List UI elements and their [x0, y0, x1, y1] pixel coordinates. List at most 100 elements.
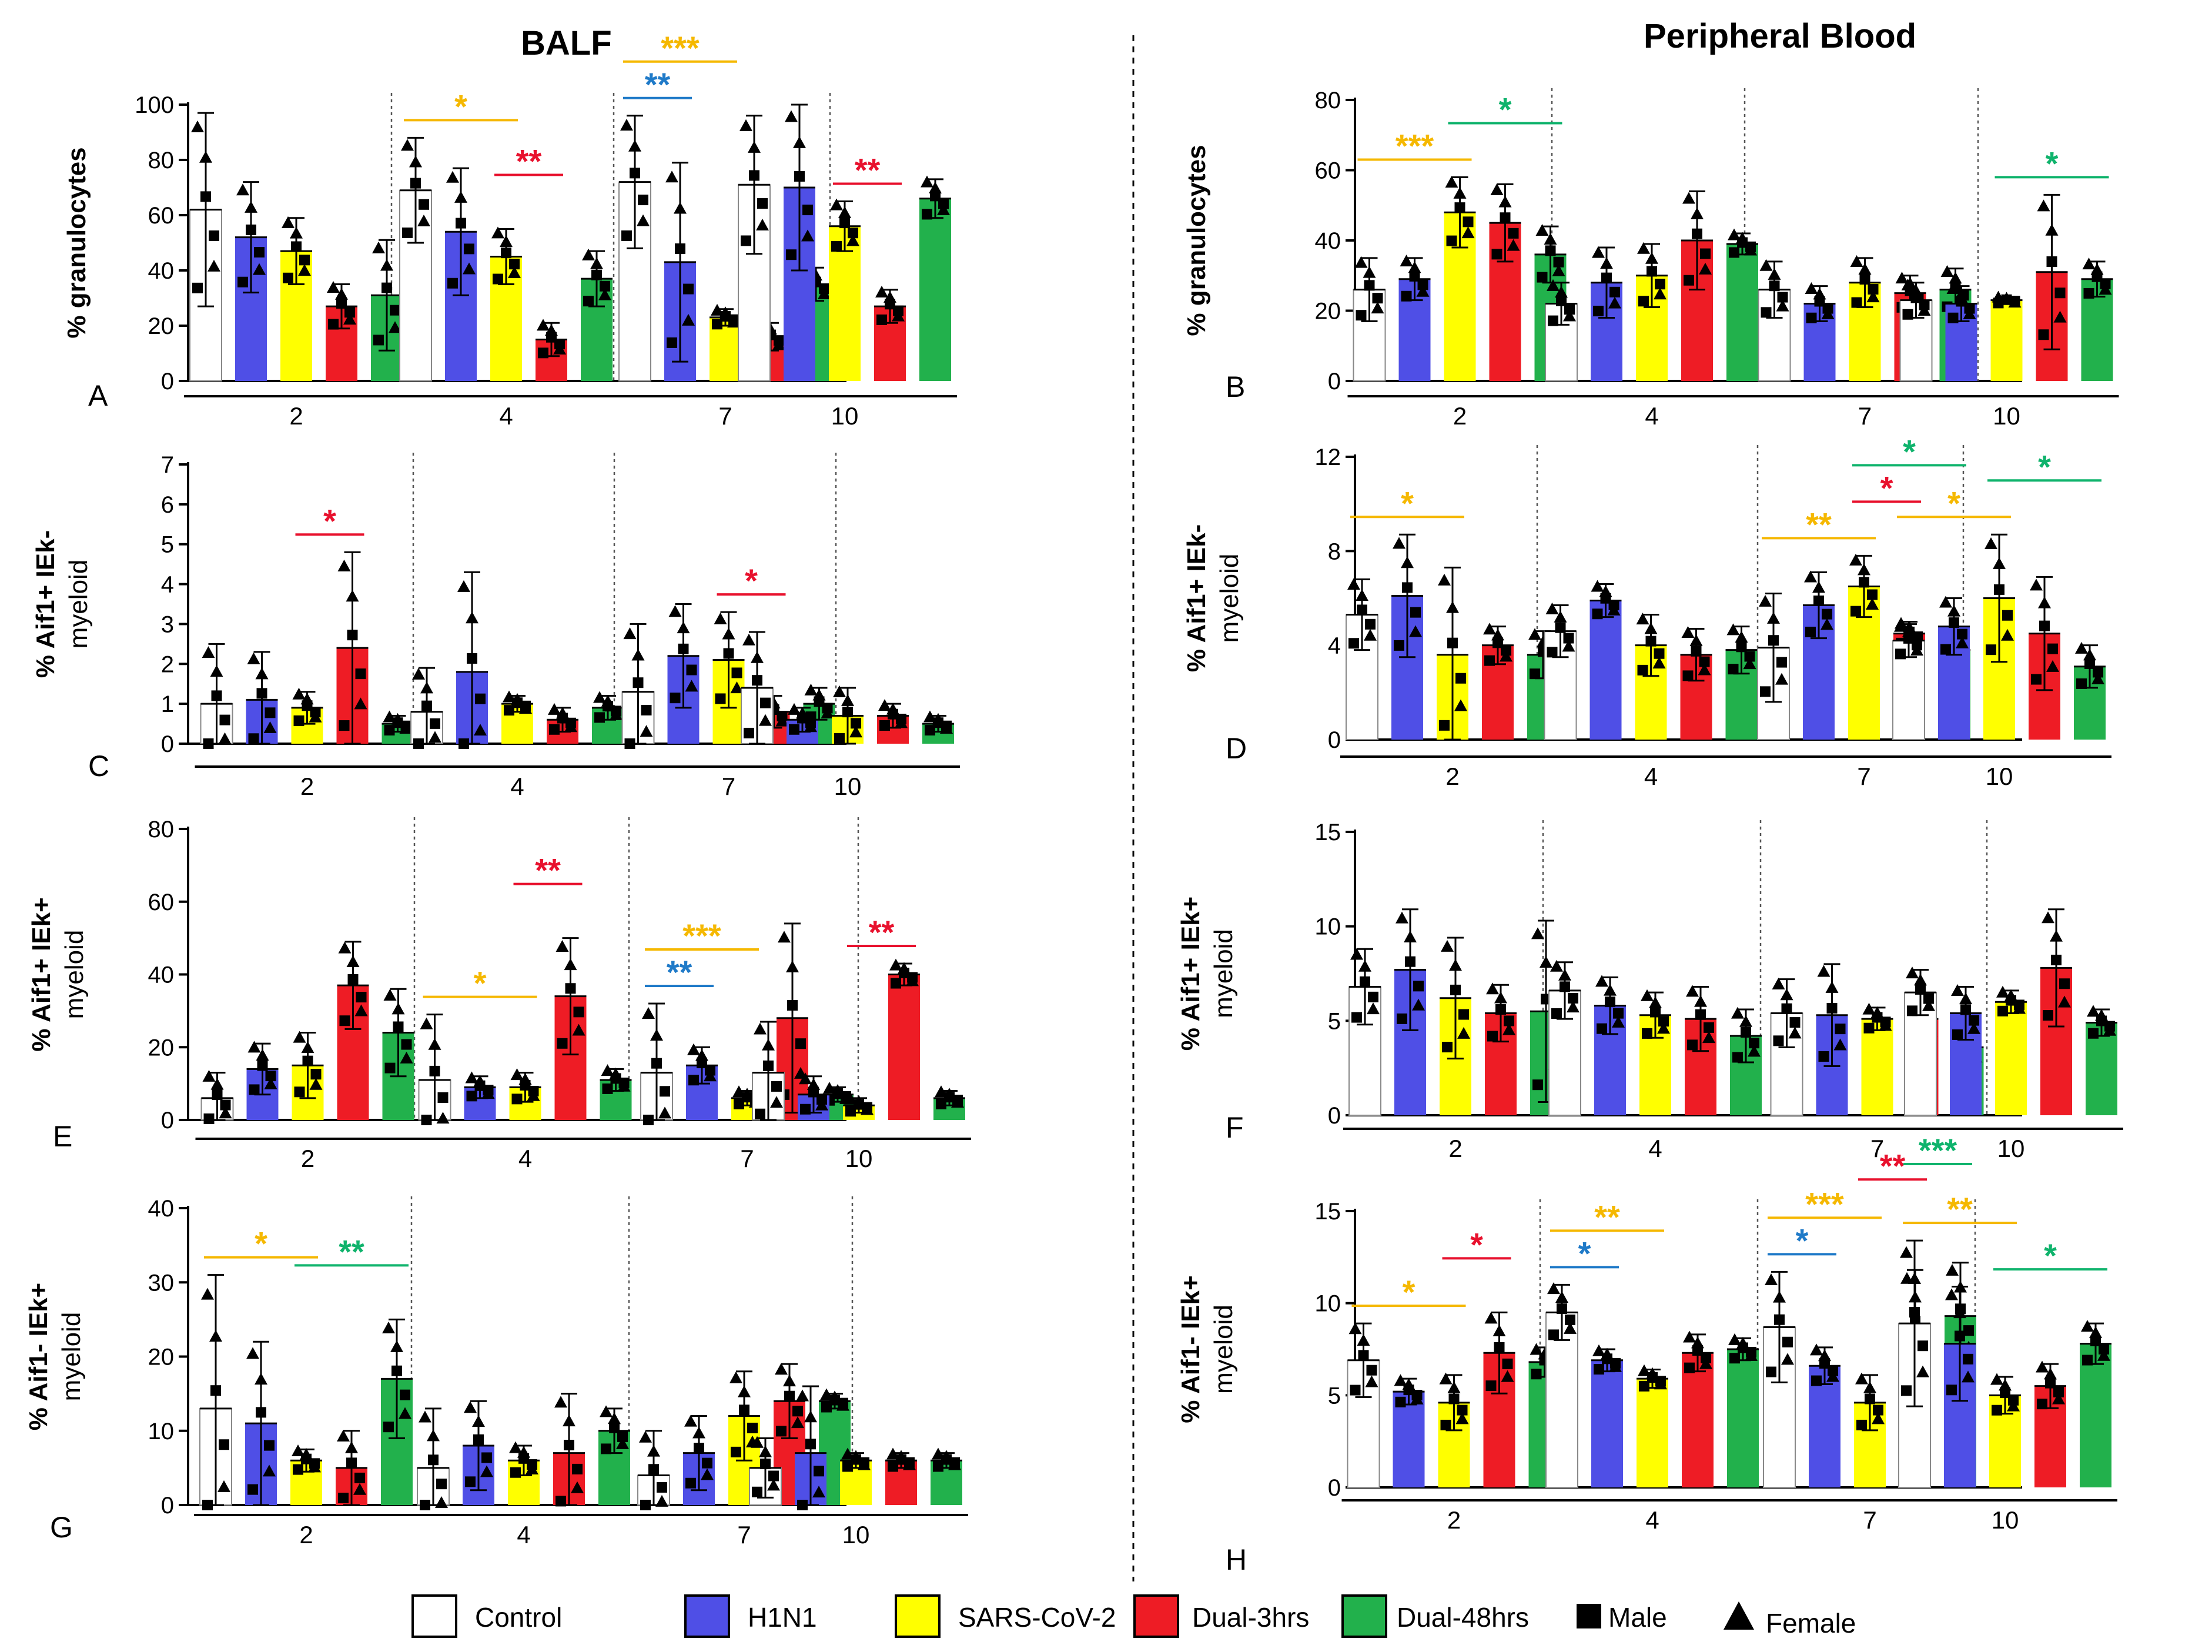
point-female-e — [264, 1077, 277, 1089]
significance-stars-e: * — [474, 965, 487, 1002]
point-male-h — [1548, 1329, 1559, 1340]
point-female-d — [2083, 648, 2096, 661]
point-male-d — [1357, 604, 1367, 616]
point-female-g — [554, 1396, 567, 1408]
point-male-a — [283, 272, 293, 283]
point-female-h — [1699, 1357, 1712, 1369]
point-male-c — [211, 690, 222, 701]
day-label-d: 4 — [1644, 763, 1658, 790]
point-male-c — [933, 717, 943, 728]
bar-f-sars-cov-2-day7 — [1861, 1019, 1893, 1115]
point-male-d — [1484, 655, 1495, 666]
point-male-d — [1439, 720, 1450, 731]
point-female-d — [1985, 537, 1997, 549]
point-female-h — [1683, 1330, 1696, 1343]
point-female-f — [1951, 984, 1964, 996]
point-male-a — [336, 298, 347, 309]
bar-f-sars-cov-2-day10 — [1995, 1002, 2027, 1115]
point-female-a — [921, 175, 933, 188]
point-female-f — [1641, 989, 1654, 1001]
y-tick-label-f: 10 — [1315, 914, 1341, 940]
point-male-h — [1738, 1342, 1748, 1353]
point-female-h — [1455, 1412, 1469, 1424]
point-female-a — [236, 183, 249, 196]
point-male-b — [1601, 272, 1612, 283]
point-male-g — [739, 1404, 749, 1416]
point-female-g — [903, 1458, 916, 1470]
point-male-e — [734, 1098, 744, 1109]
point-female-g — [201, 1288, 214, 1300]
point-male-g — [202, 1500, 213, 1510]
point-male-g — [481, 1452, 492, 1463]
point-male-h — [1819, 1357, 1830, 1369]
point-female-f — [1396, 911, 1408, 924]
point-female-a — [463, 262, 476, 275]
point-male-e — [520, 1079, 531, 1091]
point-male-d — [1555, 622, 1566, 633]
point-female-c — [255, 667, 269, 680]
point-female-e — [555, 939, 569, 952]
point-male-c — [670, 693, 681, 704]
point-male-b — [1806, 312, 1817, 323]
point-female-d — [1821, 618, 1833, 630]
point-female-a — [590, 257, 603, 269]
point-male-d — [1365, 618, 1376, 630]
point-male-b — [1593, 306, 1604, 317]
point-female-b — [1555, 286, 1568, 298]
point-female-e — [572, 1024, 585, 1036]
point-male-f — [1781, 1003, 1792, 1014]
point-female-a — [409, 155, 422, 168]
significance-stars-d: ** — [1806, 506, 1832, 543]
point-male-c — [467, 653, 477, 664]
point-female-f — [2087, 1005, 2100, 1017]
point-male-g — [694, 1443, 704, 1454]
point-male-f — [1773, 1035, 1784, 1046]
significance-stars-b: * — [2046, 145, 2059, 182]
point-male-c — [293, 715, 304, 726]
point-male-a — [848, 228, 858, 239]
point-female-g — [246, 1347, 259, 1359]
point-male-a — [447, 277, 458, 289]
point-male-g — [797, 1500, 808, 1510]
point-female-f — [1367, 1002, 1380, 1015]
day-label-b: 2 — [1453, 402, 1467, 430]
point-female-b — [1949, 272, 1962, 284]
day-label-d: 10 — [1986, 763, 2013, 790]
point-male-h — [1684, 1362, 1695, 1373]
point-female-f — [1350, 948, 1363, 960]
point-female-h — [1953, 1306, 1966, 1319]
point-female-e — [778, 931, 791, 943]
y-tick-label-b: 40 — [1315, 228, 1341, 254]
point-male-e — [437, 1092, 449, 1103]
point-female-g — [639, 1430, 652, 1443]
point-female-g — [948, 1458, 961, 1470]
point-male-h — [1639, 1380, 1649, 1392]
significance-stars-d: * — [1947, 484, 1960, 521]
point-male-h — [1594, 1364, 1604, 1375]
day-label-e: 4 — [518, 1145, 532, 1172]
point-female-g — [472, 1415, 485, 1427]
point-male-g — [564, 1439, 574, 1450]
point-male-h — [1856, 1419, 1867, 1430]
point-female-b — [2037, 199, 2050, 212]
panel-letter-e: E — [53, 1120, 72, 1153]
point-female-a — [793, 136, 806, 148]
point-male-h — [1766, 1366, 1776, 1377]
panel-c: 0 1 2 3 4 5 6 7 % Aif1+ IEk-myeloid C 2 4 7 10 * * — [31, 452, 960, 800]
point-female-g — [419, 1410, 431, 1423]
point-male-h — [1811, 1375, 1822, 1386]
point-male-h — [1457, 1404, 1468, 1416]
point-male-g — [293, 1464, 303, 1475]
point-male-f — [1835, 1024, 1846, 1035]
point-male-e — [808, 1086, 819, 1098]
day-label-g: 7 — [737, 1521, 751, 1549]
point-male-d — [1547, 647, 1558, 658]
point-female-h — [1781, 1353, 1794, 1365]
point-female-d — [1947, 604, 1960, 617]
point-female-b — [1416, 285, 1430, 297]
point-female-c — [346, 590, 359, 602]
point-male-a — [794, 170, 805, 182]
point-male-c — [504, 705, 514, 716]
point-male-c — [594, 712, 605, 723]
